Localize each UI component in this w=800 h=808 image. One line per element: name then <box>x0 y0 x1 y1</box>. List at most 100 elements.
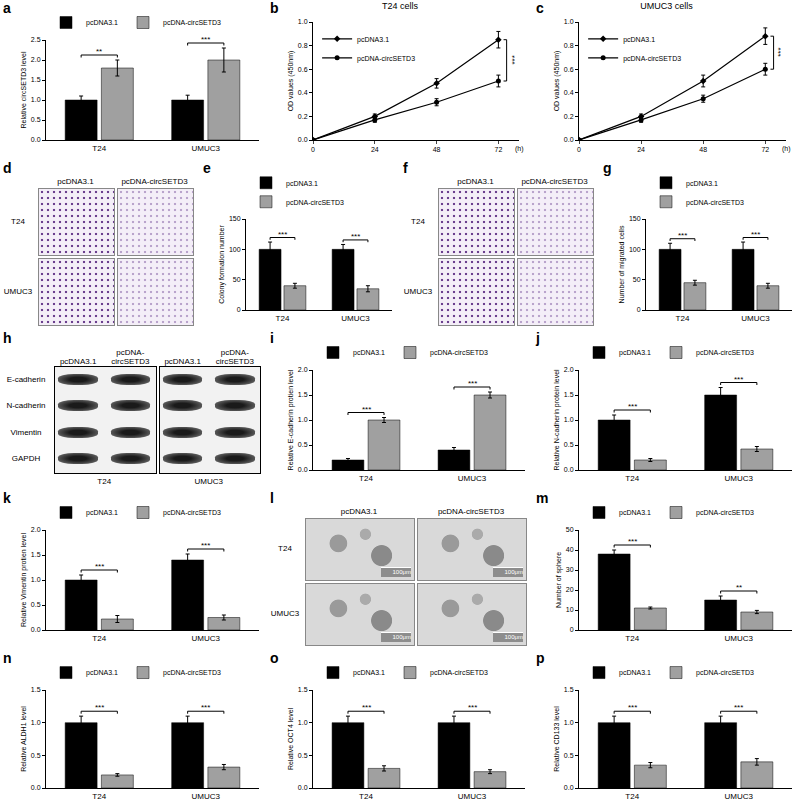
svg-text:150: 150 <box>229 215 241 222</box>
svg-text:72: 72 <box>495 146 503 153</box>
svg-text:(h): (h) <box>782 145 791 153</box>
svg-text:Relative ALDH1 level: Relative ALDH1 level <box>20 706 27 772</box>
svg-text:***: *** <box>510 55 519 64</box>
svg-text:0.5: 0.5 <box>564 441 574 448</box>
svg-text:**: ** <box>736 583 742 592</box>
svg-text:UMUC3: UMUC3 <box>458 474 487 483</box>
svg-text:1.5: 1.5 <box>298 686 308 693</box>
svg-text:pcDNA3.1: pcDNA3.1 <box>353 349 385 357</box>
svg-text:***: *** <box>201 35 210 44</box>
svg-text:***: *** <box>468 703 477 712</box>
svg-text:0.0: 0.0 <box>298 466 308 473</box>
svg-text:48: 48 <box>699 146 707 153</box>
svg-text:OD values (450nm): OD values (450nm) <box>553 51 561 112</box>
svg-text:UMUC3: UMUC3 <box>192 792 221 801</box>
svg-text:T24: T24 <box>625 634 639 643</box>
svg-text:0.0: 0.0 <box>298 136 308 143</box>
svg-text:pcDNA3.1: pcDNA3.1 <box>619 509 651 517</box>
svg-text:0: 0 <box>237 306 241 313</box>
svg-text:pcDNA-circSETD3: pcDNA-circSETD3 <box>163 509 221 517</box>
svg-text:pcDNA-circSETD3: pcDNA-circSETD3 <box>163 669 221 677</box>
svg-text:pcDNA-circSETD3: pcDNA-circSETD3 <box>696 349 754 357</box>
svg-text:Relative circSETD3 level: Relative circSETD3 level <box>20 51 27 128</box>
svg-text:1.5: 1.5 <box>298 391 308 398</box>
svg-text:0: 0 <box>637 306 641 313</box>
svg-text:T24: T24 <box>276 314 290 323</box>
svg-text:Colony formation number: Colony formation number <box>218 225 226 304</box>
svg-text:**: ** <box>96 47 102 56</box>
svg-text:***: *** <box>362 703 371 712</box>
svg-text:UMUC3: UMUC3 <box>725 474 754 483</box>
svg-text:0.0: 0.0 <box>298 784 308 791</box>
svg-text:0: 0 <box>570 626 574 633</box>
svg-text:1.0: 1.0 <box>564 18 574 25</box>
svg-text:pcDNA-circSETD3: pcDNA-circSETD3 <box>430 669 488 677</box>
svg-text:***: *** <box>201 541 210 550</box>
svg-text:pcDNA3.1: pcDNA3.1 <box>86 669 118 677</box>
svg-text:150: 150 <box>629 215 641 222</box>
svg-text:1.5: 1.5 <box>31 686 41 693</box>
svg-text:UMUC3: UMUC3 <box>725 792 754 801</box>
svg-text:1.0: 1.0 <box>298 719 308 726</box>
svg-text:0.0: 0.0 <box>31 784 41 791</box>
svg-text:0.5: 0.5 <box>564 752 574 759</box>
svg-text:pcDNA-circSETD3: pcDNA-circSETD3 <box>286 199 344 207</box>
svg-text:Relative Vimentin protien leve: Relative Vimentin protien level <box>20 533 28 627</box>
svg-text:pcDNA-circSETD3: pcDNA-circSETD3 <box>696 669 754 677</box>
svg-text:72: 72 <box>761 146 769 153</box>
svg-text:0.2: 0.2 <box>564 113 574 120</box>
svg-text:Number of sphere: Number of sphere <box>555 552 563 608</box>
svg-text:T24: T24 <box>676 314 690 323</box>
svg-text:Relative N-cadherin protein le: Relative N-cadherin protein level <box>553 369 561 471</box>
svg-text:UMUC3: UMUC3 <box>341 314 370 323</box>
svg-text:30: 30 <box>566 566 574 573</box>
svg-text:(h): (h) <box>515 145 524 153</box>
svg-text:0.8: 0.8 <box>298 42 308 49</box>
svg-text:1.0: 1.0 <box>298 416 308 423</box>
svg-text:100: 100 <box>629 246 641 253</box>
svg-text:pcDNA3.1: pcDNA3.1 <box>86 509 118 517</box>
svg-text:***: *** <box>95 703 104 712</box>
svg-text:1.0: 1.0 <box>31 96 41 103</box>
svg-text:0.2: 0.2 <box>298 113 308 120</box>
svg-text:0.6: 0.6 <box>564 66 574 73</box>
svg-text:1.0: 1.0 <box>298 18 308 25</box>
svg-text:1.0: 1.0 <box>31 719 41 726</box>
svg-text:10: 10 <box>566 606 574 613</box>
svg-text:T24: T24 <box>359 792 373 801</box>
svg-text:pcDNA3.1: pcDNA3.1 <box>286 180 318 188</box>
svg-text:***: *** <box>628 703 637 712</box>
svg-text:1.5: 1.5 <box>564 391 574 398</box>
svg-text:UMUC3 cells: UMUC3 cells <box>640 1 693 11</box>
svg-text:100: 100 <box>229 246 241 253</box>
svg-text:T24: T24 <box>625 792 639 801</box>
svg-text:***: *** <box>351 232 360 241</box>
svg-text:50: 50 <box>233 276 241 283</box>
svg-text:1.5: 1.5 <box>31 551 41 558</box>
svg-text:***: *** <box>678 231 687 240</box>
svg-text:0.0: 0.0 <box>564 136 574 143</box>
svg-text:1.0: 1.0 <box>564 416 574 423</box>
svg-text:20: 20 <box>566 586 574 593</box>
svg-text:UMUC3: UMUC3 <box>192 144 221 153</box>
svg-text:pcDNA3.1: pcDNA3.1 <box>686 180 718 188</box>
svg-text:2.5: 2.5 <box>31 36 41 43</box>
svg-text:T24: T24 <box>92 634 106 643</box>
svg-text:UMUC3: UMUC3 <box>192 634 221 643</box>
svg-text:***: *** <box>628 537 637 546</box>
svg-text:pcDNA3.1: pcDNA3.1 <box>623 36 655 44</box>
svg-text:pcDNA-circSETD3: pcDNA-circSETD3 <box>357 55 415 63</box>
svg-text:Relative E-cadherin protien le: Relative E-cadherin protien level <box>287 369 295 470</box>
svg-text:0.8: 0.8 <box>564 42 574 49</box>
svg-text:***: *** <box>734 375 743 384</box>
svg-text:***: *** <box>734 703 743 712</box>
svg-text:Relative CD133 level: Relative CD133 level <box>553 706 560 772</box>
svg-text:0.5: 0.5 <box>31 601 41 608</box>
svg-text:24: 24 <box>637 146 645 153</box>
svg-text:pcDNA3.1: pcDNA3.1 <box>86 19 118 27</box>
svg-text:***: *** <box>468 379 477 388</box>
svg-text:UMUC3: UMUC3 <box>741 314 770 323</box>
svg-text:UMUC3: UMUC3 <box>725 634 754 643</box>
svg-text:***: *** <box>751 230 760 239</box>
svg-text:***: *** <box>95 562 104 571</box>
